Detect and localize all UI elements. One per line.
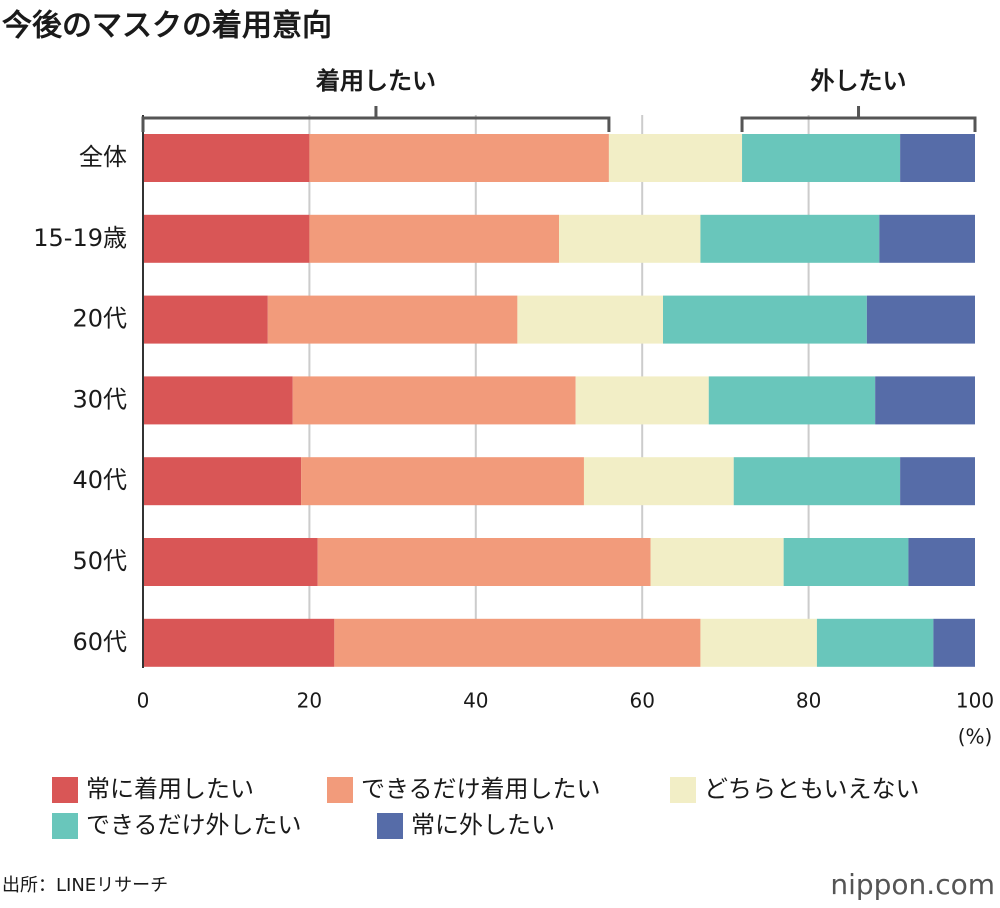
x-tick-label: 100 [956,689,994,713]
bar-segment [317,538,651,586]
bar-segment [933,618,975,667]
source: 出所：LINEリサーチ [2,875,168,896]
y-tick-label: 20代 [72,305,127,333]
x-tick-label: 80 [796,689,821,713]
bar-segment [783,538,909,586]
legend-label: どちらともいえない [704,775,920,803]
logo: nippon.com [830,868,995,901]
x-tick-label: 40 [463,689,488,713]
bar-segment [708,376,876,425]
bar-segment [650,538,784,586]
legend-swatch [670,777,696,803]
bar-segment [742,134,901,182]
bar-segment [517,295,663,344]
bar-segment [700,214,880,263]
bracket [141,106,611,132]
bar-segment [559,214,701,263]
bar-segment [700,618,817,667]
bar-segment [309,134,609,182]
x-tick-label: 60 [629,689,654,713]
legend-swatch [52,813,78,839]
x-tick-label: 20 [297,689,322,713]
legend-label: 常に外したい [411,811,555,839]
bar-segment [900,134,975,182]
bar-segment [608,134,743,182]
legend-swatch [377,813,403,839]
bar-segment [900,457,975,506]
legend-label: 常に着用したい [86,775,254,803]
bar-segment [879,214,975,263]
bar-segment [583,457,734,506]
x-axis-label: (%) [958,725,993,749]
bar-segment [143,134,310,182]
bar-segment [143,538,318,586]
bar-segment [816,618,934,667]
bar-segment [309,214,559,263]
chart-title: 今後のマスクの着用意向 [2,9,332,44]
bar-segment [663,295,867,344]
bar-segment [292,376,576,425]
legend-label: できるだけ外したい [86,811,302,839]
bar-segment [334,618,701,667]
bar-segment [143,457,302,506]
bar-segment [143,295,268,344]
y-tick-label: 50代 [72,547,127,575]
bar-segment [267,295,518,344]
y-tick-label: 15-19歳 [33,224,127,252]
bar-segment [733,457,901,506]
annotation: 外したい [811,67,907,95]
bar-segment [908,538,975,586]
bar-segment [143,214,310,263]
y-tick-label: 全体 [79,143,127,171]
bar-segment [143,376,293,425]
bracket [740,106,977,132]
bar-segment [143,618,335,667]
bar-segment [575,376,709,425]
y-tick-label: 30代 [72,385,127,413]
legend-label: できるだけ着用したい [361,775,601,803]
y-tick-label: 40代 [72,466,127,494]
bar-segment [301,457,584,506]
annotation: 着用したい [316,67,436,95]
x-tick-label: 0 [137,689,150,713]
legend-swatch [52,777,78,803]
bar-segment [875,376,975,425]
legend-swatch [327,777,353,803]
bar-segment [866,295,975,344]
y-tick-label: 60代 [72,628,127,656]
